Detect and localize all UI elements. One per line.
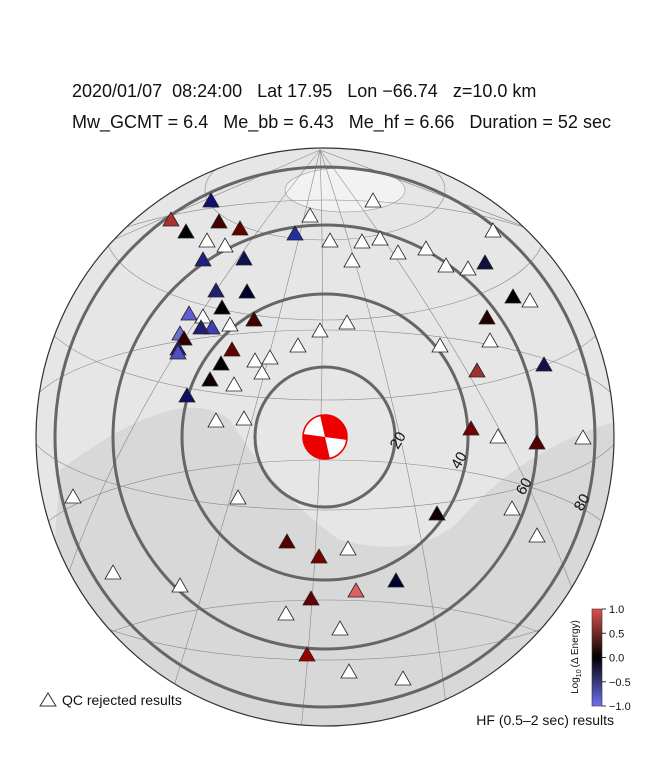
- station: [235, 410, 253, 426]
- station: [246, 352, 264, 368]
- station: [201, 371, 219, 387]
- station: [481, 332, 499, 348]
- focal-mechanism: [302, 414, 348, 460]
- legend-symbol: [39, 692, 57, 707]
- station: [203, 319, 221, 335]
- station: [347, 582, 365, 598]
- station: [431, 337, 449, 353]
- station: [198, 232, 216, 248]
- station: [289, 337, 307, 353]
- station: [338, 314, 356, 330]
- station: [371, 230, 389, 246]
- station: [261, 349, 279, 365]
- station: [207, 282, 225, 298]
- stations: [64, 192, 592, 686]
- station: [235, 250, 253, 266]
- station: [238, 283, 256, 299]
- station: [331, 620, 349, 636]
- title-line-2: Mw_GCMT = 6.4 Me_bb = 6.43 Me_hf = 6.66 …: [72, 112, 611, 133]
- station: [278, 533, 296, 549]
- station: [212, 355, 230, 371]
- colorbar-scale: [591, 608, 603, 707]
- ring-label: 20: [387, 429, 410, 452]
- legend-qc: QC rejected results: [62, 692, 182, 708]
- station: [504, 288, 522, 304]
- station: [353, 233, 371, 249]
- station: [194, 251, 212, 267]
- station: [221, 316, 239, 332]
- station: [277, 605, 295, 621]
- station: [417, 240, 435, 256]
- colorbar: Log10(Δ Energy) 1.0 0.5 0.0 −0.5 −1.0: [570, 604, 631, 713]
- station: [169, 344, 187, 360]
- station: [528, 434, 546, 450]
- colorbar-tick-label: 0.0: [609, 653, 624, 665]
- station: [202, 192, 220, 208]
- station: [213, 299, 231, 315]
- colorbar-tick-label: 0.5: [609, 628, 624, 640]
- station: [171, 577, 189, 593]
- legend-hf: HF (0.5–2 sec) results: [476, 712, 614, 728]
- station: [535, 356, 553, 372]
- station: [192, 319, 210, 335]
- station: [175, 330, 193, 346]
- station: [343, 252, 361, 268]
- station: [389, 244, 407, 260]
- station: [364, 192, 382, 208]
- colorbar-tick-label: −1.0: [609, 701, 631, 713]
- station: [210, 213, 228, 229]
- station: [104, 564, 122, 580]
- title-line-1: 2020/01/07 08:24:00 Lat 17.95 Lon −66.74…: [72, 81, 536, 101]
- station: [229, 489, 247, 505]
- station: [321, 232, 339, 248]
- station: [468, 362, 486, 378]
- station: [223, 341, 241, 357]
- station: [162, 211, 180, 227]
- station: [339, 540, 357, 556]
- station: [521, 292, 539, 308]
- station: [301, 207, 319, 223]
- colorbar-label: Log10(Δ Energy): [570, 620, 583, 694]
- station: [574, 429, 592, 445]
- station: [253, 364, 271, 380]
- station: [245, 311, 263, 327]
- station: [298, 646, 316, 662]
- station: [437, 257, 455, 273]
- ring-label: 60: [513, 475, 536, 498]
- station: [478, 309, 496, 325]
- station: [302, 590, 320, 606]
- station: [387, 572, 405, 588]
- station: [225, 376, 243, 392]
- globe-outline: [35, 147, 615, 727]
- station: [310, 548, 328, 564]
- station: [503, 500, 521, 516]
- station: [394, 670, 412, 686]
- station: [207, 412, 225, 428]
- station: [180, 305, 198, 321]
- station: [311, 322, 329, 338]
- colorbar-tick-label: −0.5: [609, 677, 631, 689]
- ring-label: 40: [448, 449, 471, 472]
- ring-label: 80: [571, 491, 594, 514]
- station: [462, 420, 480, 436]
- station: [64, 488, 82, 504]
- station: [340, 663, 358, 679]
- station: [286, 225, 304, 241]
- station: [178, 387, 196, 403]
- station: [231, 220, 249, 236]
- ring-labels: 20 40 60 80: [387, 429, 594, 514]
- colorbar-tick-label: 1.0: [609, 604, 624, 616]
- station: [476, 254, 494, 270]
- station: [177, 223, 195, 239]
- station: [216, 237, 234, 253]
- station: [428, 505, 446, 521]
- station: [484, 222, 502, 238]
- station: [528, 527, 546, 543]
- station: [489, 428, 507, 444]
- station: [459, 260, 477, 276]
